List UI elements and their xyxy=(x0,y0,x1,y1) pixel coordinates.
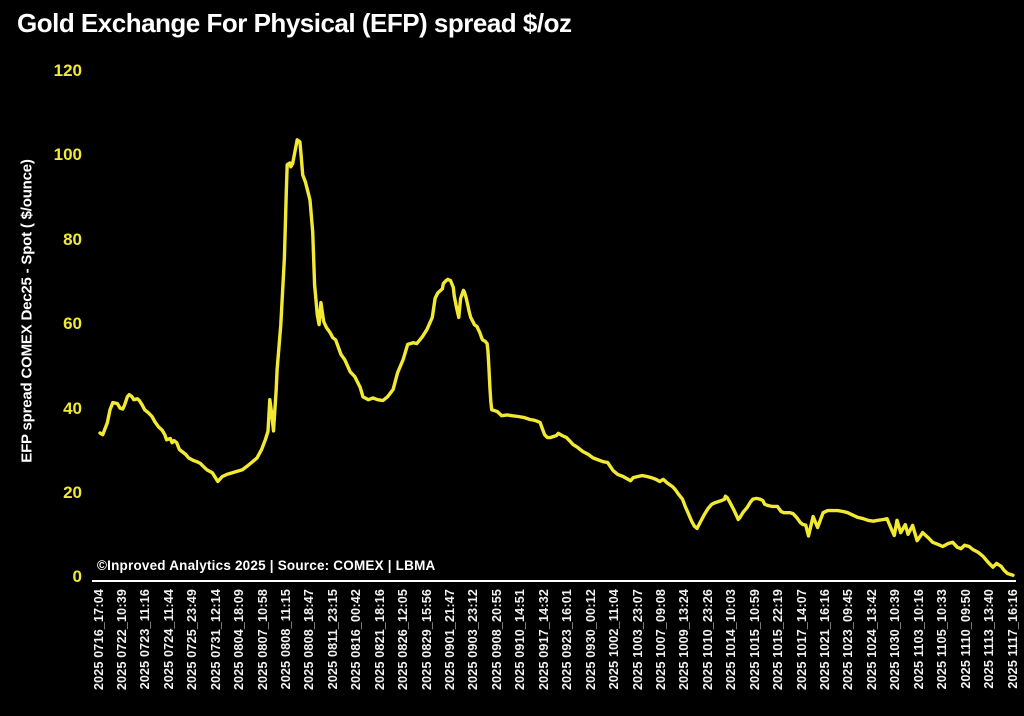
x-tick-label: 2025 0901_21:47 xyxy=(443,589,458,691)
x-tick-label: 2025 1009_13:24 xyxy=(677,589,692,691)
x-tick-label: 2025 1003_23:07 xyxy=(630,589,645,691)
y-tick-label: 40 xyxy=(63,398,82,418)
x-tick-label: 2025 0716_17:04 xyxy=(91,589,106,691)
source-note: ©Inproved Analytics 2025 | Source: COMEX… xyxy=(97,558,436,573)
x-tick-label: 2025 0829_15:56 xyxy=(419,589,434,691)
x-tick-label: 2025 1113_13:40 xyxy=(982,589,997,689)
x-tick-label: 2025 1024_13:42 xyxy=(864,589,879,691)
x-tick-label: 2025 0722_10:39 xyxy=(114,589,129,691)
x-tick-label: 2025 0807_10:58 xyxy=(255,589,270,691)
y-tick-label: 100 xyxy=(53,145,82,165)
x-tick-label: 2025 0903_23:12 xyxy=(466,589,481,691)
chart-title: Gold Exchange For Physical (EFP) spread … xyxy=(17,8,572,38)
y-tick-label: 0 xyxy=(72,567,82,587)
x-tick-label: 2025 0826_12:05 xyxy=(396,589,411,691)
x-tick-label: 2025 0808_11:15 xyxy=(278,589,293,690)
x-tick-label: 2025 0804_18:09 xyxy=(232,589,247,691)
x-tick-label: 2025 0724_11:44 xyxy=(161,589,176,690)
y-tick-label: 120 xyxy=(53,61,82,80)
x-tick-label: 2025 1014_10:03 xyxy=(724,589,739,691)
x-tick-label: 2025 0816_00:42 xyxy=(349,589,364,691)
x-tick-label: 2025 1017_14:07 xyxy=(794,589,809,691)
x-tick-label: 2025 0811_23:15 xyxy=(325,589,340,690)
x-tick-label: 2025 1021_16:16 xyxy=(818,589,832,691)
x-tick-label: 2025 0917_14:32 xyxy=(536,589,551,691)
x-tick-label: 2025 1030_10:39 xyxy=(888,589,903,691)
x-tick-label: 2025 0725_23:49 xyxy=(185,589,200,691)
x-tick-label: 2025 1002_11:04 xyxy=(607,589,622,690)
x-tick-label: 2025 1023_09:45 xyxy=(841,589,856,691)
x-tick-label: 2025 1015_22:19 xyxy=(771,589,786,691)
y-tick-label: 20 xyxy=(63,482,82,502)
x-tick-label: 2025 0908_20:55 xyxy=(489,589,504,691)
x-tick-label: 2025 1010_23:26 xyxy=(700,589,715,691)
y-tick-label: 60 xyxy=(63,314,82,334)
y-tick-label: 80 xyxy=(63,229,82,249)
x-tick-label: 2025 0821_18:16 xyxy=(372,589,387,691)
x-tick-label: 2025 1015_10:59 xyxy=(747,589,762,691)
x-tick-label: 2025 1110_09:50 xyxy=(958,589,973,689)
x-tick-label: 2025 0923_16:01 xyxy=(560,589,575,691)
x-tick-label: 2025 0808_18:47 xyxy=(302,589,317,691)
x-tick-label: 2025 1117_16:16 xyxy=(1005,589,1020,689)
x-tick-label: 2025 0930_00:12 xyxy=(583,589,598,691)
x-tick-label: 2025 0731_12:14 xyxy=(208,589,223,691)
x-tick-label: 2025 1103_10:16 xyxy=(911,589,926,690)
x-tick-label: 2025 1007_09:08 xyxy=(653,589,668,691)
efp-spread-series-line xyxy=(98,138,1015,577)
x-tick-label: 2025 0723_11:16 xyxy=(138,589,153,690)
x-tick-label: 2025 0910_14:51 xyxy=(513,589,528,691)
x-tick-label: 2025 1105_10:33 xyxy=(935,589,950,690)
